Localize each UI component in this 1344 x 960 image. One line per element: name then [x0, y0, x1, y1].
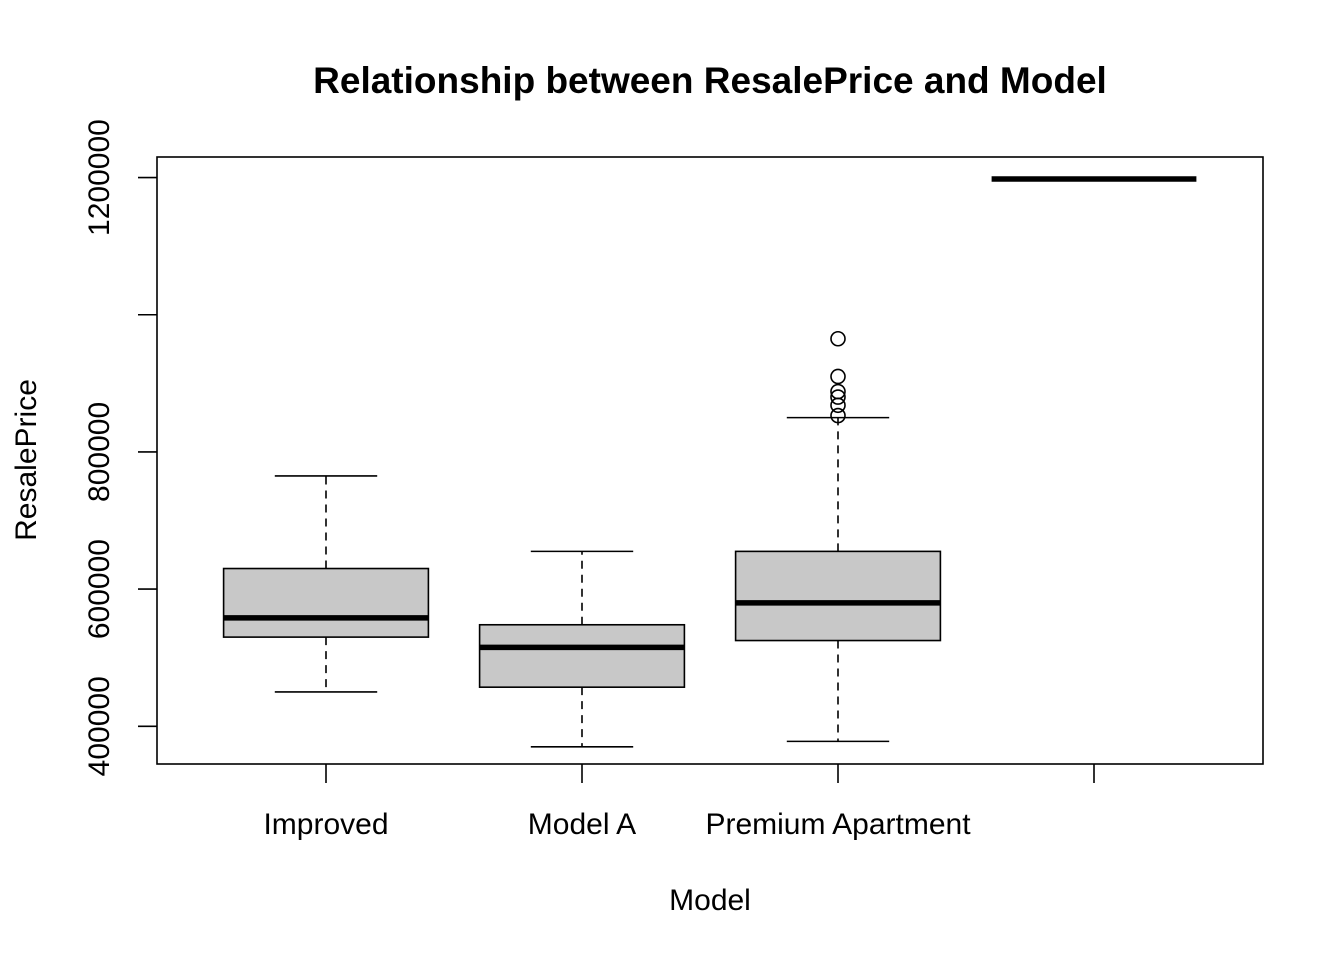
x-axis: Improved Model A Premium Apartment: [263, 764, 1095, 841]
outlier-point: [830, 330, 846, 347]
plot-frame: [156, 156, 1264, 765]
chart-title: Relationship between ResalePrice and Mod…: [313, 60, 1107, 101]
x-tick-label: Model A: [528, 808, 636, 841]
outlier-point: [830, 368, 846, 385]
outlier-point: [830, 397, 846, 414]
y-axis: 400000 600000 800000 1200000: [83, 119, 157, 776]
y-tick-label: 1200000: [83, 119, 116, 236]
box: [222, 567, 430, 638]
x-axis-label: Model: [669, 884, 751, 917]
outlier-point: [830, 389, 846, 405]
box-group: [478, 550, 686, 748]
y-tick-label: 600000: [83, 539, 116, 639]
y-tick-label: 400000: [83, 676, 116, 776]
box: [478, 623, 686, 688]
outlier-point: [830, 407, 846, 424]
box-group: [734, 330, 942, 743]
boxes: [222, 176, 1197, 748]
box-group: [222, 475, 430, 693]
outlier-point: [830, 383, 846, 400]
box: [734, 550, 942, 642]
x-tick-label: Premium Apartment: [705, 808, 971, 841]
y-tick-label: 800000: [83, 402, 116, 502]
x-tick-label: Improved: [263, 808, 388, 841]
y-axis-label: ResalePrice: [10, 379, 43, 541]
